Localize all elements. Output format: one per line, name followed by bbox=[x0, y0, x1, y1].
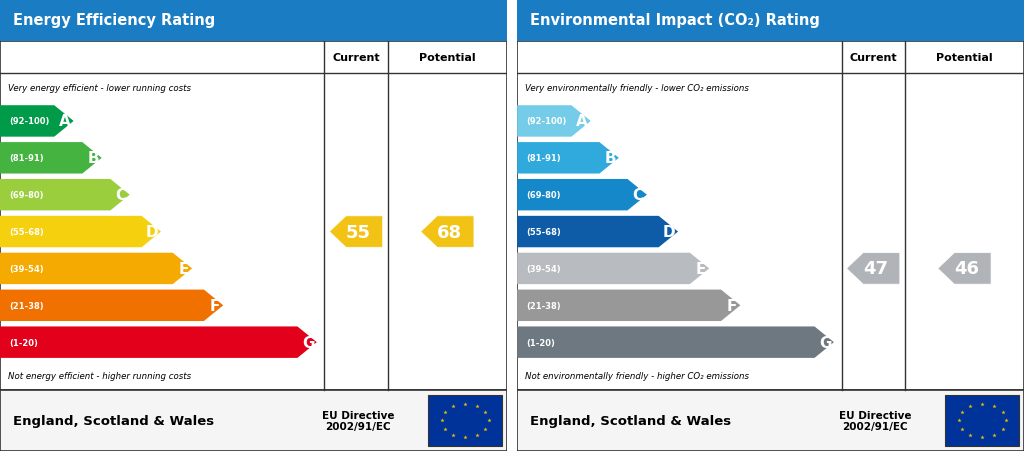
Polygon shape bbox=[517, 143, 618, 174]
Text: B: B bbox=[604, 151, 615, 166]
Text: (55-68): (55-68) bbox=[526, 228, 561, 236]
Text: Not environmentally friendly - higher CO₂ emissions: Not environmentally friendly - higher CO… bbox=[524, 371, 749, 380]
Polygon shape bbox=[517, 179, 647, 211]
Text: (92-100): (92-100) bbox=[526, 117, 566, 126]
Text: (1-20): (1-20) bbox=[526, 338, 555, 347]
Polygon shape bbox=[0, 216, 161, 248]
Polygon shape bbox=[0, 143, 101, 174]
Text: C: C bbox=[633, 188, 644, 203]
Bar bbox=[517, 390, 1024, 451]
Text: Very environmentally friendly - lower CO₂ emissions: Very environmentally friendly - lower CO… bbox=[524, 84, 749, 93]
Polygon shape bbox=[0, 253, 193, 285]
Bar bbox=[0, 0, 507, 41]
Text: (92-100): (92-100) bbox=[9, 117, 49, 126]
Polygon shape bbox=[0, 327, 316, 358]
Text: (1-20): (1-20) bbox=[9, 338, 38, 347]
Text: (21-38): (21-38) bbox=[9, 301, 44, 310]
Text: Not energy efficient - higher running costs: Not energy efficient - higher running co… bbox=[7, 371, 190, 380]
Text: 68: 68 bbox=[437, 223, 463, 241]
Polygon shape bbox=[0, 179, 130, 211]
Bar bbox=[428, 395, 502, 446]
Text: C: C bbox=[116, 188, 127, 203]
Text: Energy Efficiency Rating: Energy Efficiency Rating bbox=[12, 13, 215, 28]
Polygon shape bbox=[517, 253, 710, 285]
Polygon shape bbox=[0, 290, 223, 321]
Text: E: E bbox=[695, 261, 706, 276]
Bar bbox=[517, 0, 1024, 41]
Text: (39-54): (39-54) bbox=[9, 264, 44, 273]
Polygon shape bbox=[0, 106, 74, 138]
Text: 55: 55 bbox=[346, 223, 371, 241]
Text: 47: 47 bbox=[863, 260, 888, 278]
Text: (81-91): (81-91) bbox=[9, 154, 44, 163]
Text: G: G bbox=[819, 335, 831, 350]
Bar bbox=[0, 41, 507, 390]
Text: B: B bbox=[87, 151, 98, 166]
Polygon shape bbox=[330, 216, 383, 248]
Polygon shape bbox=[938, 253, 991, 285]
Text: D: D bbox=[145, 225, 159, 239]
Text: Environmental Impact (CO₂) Rating: Environmental Impact (CO₂) Rating bbox=[529, 13, 819, 28]
Bar bbox=[517, 41, 1024, 390]
Text: EU Directive
2002/91/EC: EU Directive 2002/91/EC bbox=[839, 410, 911, 431]
Text: A: A bbox=[577, 114, 588, 129]
Text: EU Directive
2002/91/EC: EU Directive 2002/91/EC bbox=[322, 410, 394, 431]
Text: England, Scotland & Wales: England, Scotland & Wales bbox=[12, 414, 214, 427]
Text: Very energy efficient - lower running costs: Very energy efficient - lower running co… bbox=[7, 84, 190, 93]
Text: D: D bbox=[663, 225, 676, 239]
Bar bbox=[0, 390, 507, 451]
Text: F: F bbox=[726, 298, 737, 313]
Polygon shape bbox=[847, 253, 900, 285]
Text: (69-80): (69-80) bbox=[9, 191, 44, 200]
Text: E: E bbox=[178, 261, 188, 276]
Bar bbox=[945, 395, 1019, 446]
Text: (69-80): (69-80) bbox=[526, 191, 561, 200]
Polygon shape bbox=[517, 327, 834, 358]
Text: (81-91): (81-91) bbox=[526, 154, 561, 163]
Text: (21-38): (21-38) bbox=[526, 301, 561, 310]
Text: A: A bbox=[59, 114, 71, 129]
Text: Potential: Potential bbox=[936, 53, 992, 63]
Text: (55-68): (55-68) bbox=[9, 228, 44, 236]
Text: Potential: Potential bbox=[419, 53, 475, 63]
Text: Current: Current bbox=[849, 53, 897, 63]
Text: (39-54): (39-54) bbox=[526, 264, 561, 273]
Text: Current: Current bbox=[332, 53, 380, 63]
Text: F: F bbox=[209, 298, 220, 313]
Text: 46: 46 bbox=[954, 260, 979, 278]
Polygon shape bbox=[517, 106, 591, 138]
Polygon shape bbox=[517, 290, 740, 321]
Text: G: G bbox=[302, 335, 314, 350]
Text: England, Scotland & Wales: England, Scotland & Wales bbox=[529, 414, 731, 427]
Polygon shape bbox=[421, 216, 474, 248]
Polygon shape bbox=[517, 216, 678, 248]
